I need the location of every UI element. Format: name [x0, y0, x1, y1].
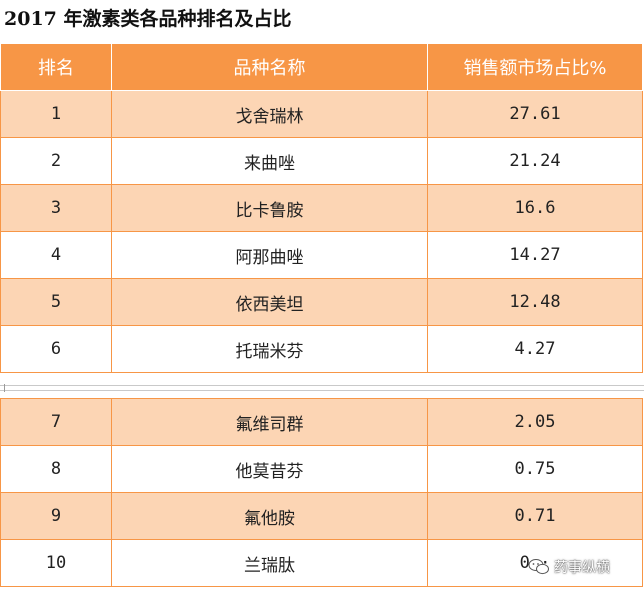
cell-share: 4.27	[427, 325, 643, 373]
page-break-line	[0, 385, 644, 386]
cell-name: 托瑞米芬	[111, 325, 428, 373]
cell-share: 0.·	[427, 539, 643, 587]
page-title: 2017 年激素类各品种排名及占比	[4, 8, 292, 30]
cell-rank: 1	[0, 90, 112, 138]
table-row: 8 他莫昔芬 0.75	[0, 445, 643, 493]
page-break-marker	[4, 384, 9, 392]
watermark: 药事纵横	[528, 555, 610, 579]
ranking-table-part1: 排名 品种名称 销售额市场占比% 1 戈舍瑞林 27.61 2 来曲唑 21.2…	[0, 43, 643, 373]
cell-share: 12.48	[427, 278, 643, 326]
table-row: 10 兰瑞肽 0.·	[0, 539, 643, 587]
cell-share: 16.6	[427, 184, 643, 232]
cell-name: 依西美坦	[111, 278, 428, 326]
header-name: 品种名称	[111, 43, 428, 91]
cell-rank: 7	[0, 398, 112, 446]
table-header-row: 排名 品种名称 销售额市场占比%	[0, 43, 643, 91]
table-row: 4 阿那曲唑 14.27	[0, 231, 643, 279]
cell-name: 氟他胺	[111, 492, 428, 540]
cell-share: 27.61	[427, 90, 643, 138]
cell-name: 他莫昔芬	[111, 445, 428, 493]
page-break-gap	[0, 381, 644, 397]
table-row: 3 比卡鲁胺 16.6	[0, 184, 643, 232]
table-row: 5 依西美坦 12.48	[0, 278, 643, 326]
cell-rank: 9	[0, 492, 112, 540]
watermark-text: 药事纵横	[554, 560, 610, 576]
cell-rank: 3	[0, 184, 112, 232]
table-row: 9 氟他胺 0.71	[0, 492, 643, 540]
cell-rank: 2	[0, 137, 112, 185]
cell-name: 氟维司群	[111, 398, 428, 446]
cell-rank: 5	[0, 278, 112, 326]
wechat-bubble-icon	[528, 559, 549, 575]
ranking-table-part2: 7 氟维司群 2.05 8 他莫昔芬 0.75 9 氟他胺 0.71 10 兰瑞…	[0, 398, 643, 587]
cell-rank: 10	[0, 539, 112, 587]
cell-share: 2.05	[427, 398, 643, 446]
cell-share: 14.27	[427, 231, 643, 279]
cell-name: 阿那曲唑	[111, 231, 428, 279]
cell-share: 0.75	[427, 445, 643, 493]
page-break-line	[0, 390, 644, 391]
cell-name: 兰瑞肽	[111, 539, 428, 587]
cell-name: 比卡鲁胺	[111, 184, 428, 232]
table-row: 6 托瑞米芬 4.27	[0, 325, 643, 373]
table-row: 1 戈舍瑞林 27.61	[0, 90, 643, 138]
header-rank: 排名	[0, 43, 112, 91]
table-row: 7 氟维司群 2.05	[0, 398, 643, 446]
table-row: 2 来曲唑 21.24	[0, 137, 643, 185]
cell-rank: 8	[0, 445, 112, 493]
cell-rank: 4	[0, 231, 112, 279]
cell-share: 21.24	[427, 137, 643, 185]
cell-share: 0.71	[427, 492, 643, 540]
cell-rank: 6	[0, 325, 112, 373]
cell-name: 戈舍瑞林	[111, 90, 428, 138]
cell-name: 来曲唑	[111, 137, 428, 185]
header-share: 销售额市场占比%	[427, 43, 643, 91]
